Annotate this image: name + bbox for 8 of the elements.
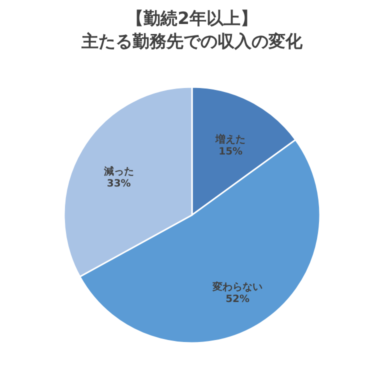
data-label: 33% <box>106 178 131 190</box>
chart-subtitle: 主たる勤務先での収入の変化 <box>80 32 304 52</box>
slice-label: 増えた <box>214 133 246 146</box>
data-label: 15% <box>218 146 243 158</box>
data-label: 52% <box>226 294 250 305</box>
chart-title: 【勤続2年以上】 <box>126 9 258 29</box>
slice-label: 変わらない <box>212 280 263 293</box>
slice-label: 減った <box>102 166 134 178</box>
